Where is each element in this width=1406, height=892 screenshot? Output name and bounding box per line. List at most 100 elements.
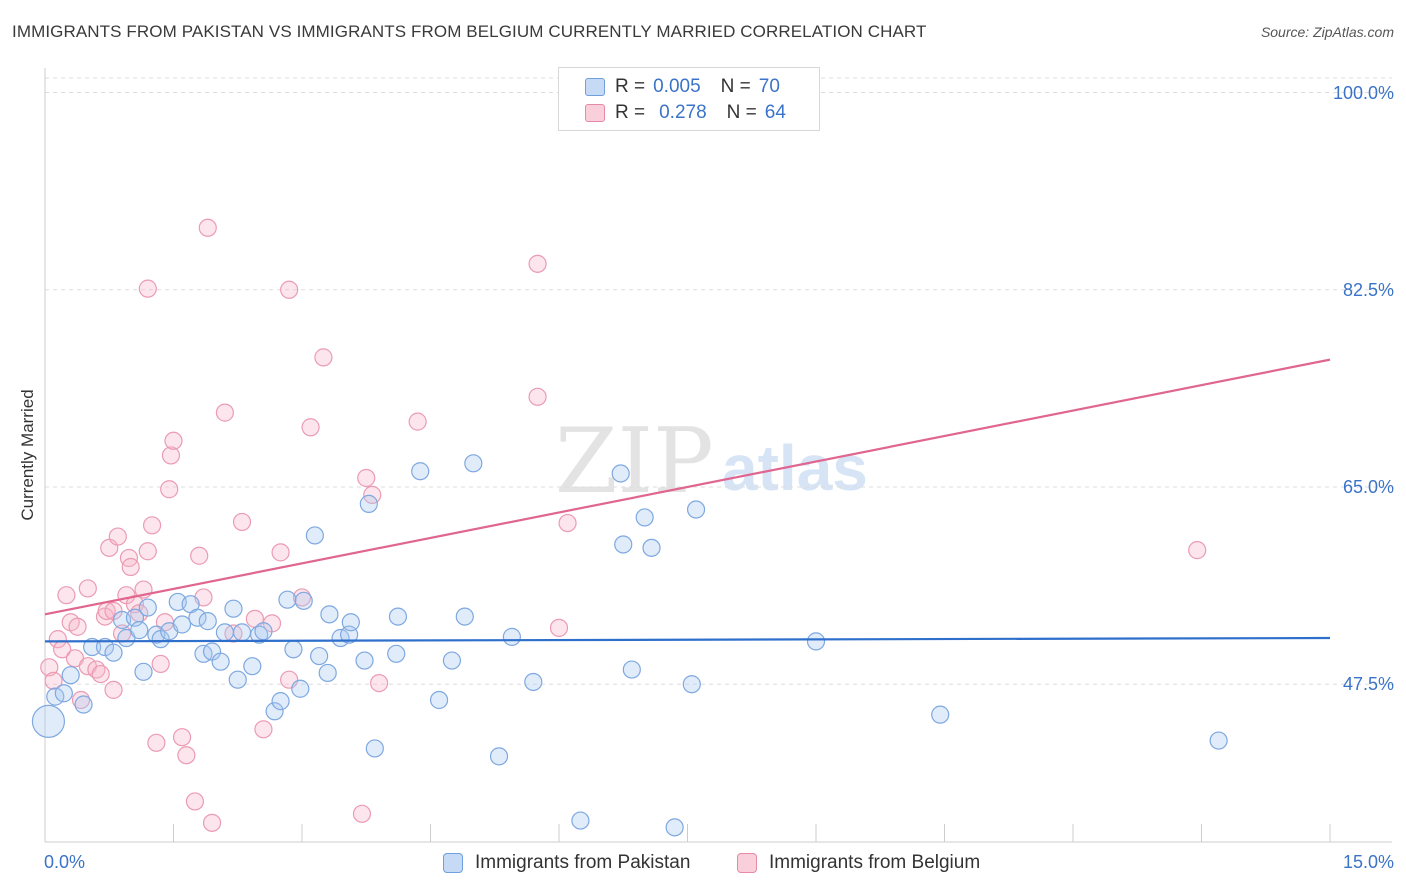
belgium-point bbox=[314, 348, 333, 367]
x-axis-max-label: 15.0% bbox=[1342, 852, 1394, 872]
belgium-point bbox=[198, 218, 217, 237]
belgium-point bbox=[301, 418, 320, 437]
pakistan-point bbox=[341, 613, 360, 632]
pakistan-point bbox=[83, 637, 102, 657]
n-label: N = bbox=[720, 76, 751, 97]
belgium-point bbox=[549, 618, 569, 637]
pakistan-point bbox=[138, 598, 157, 617]
belgium-point bbox=[40, 658, 59, 677]
pakistan-point bbox=[228, 670, 247, 689]
pakistan-point bbox=[429, 690, 449, 710]
pakistan-point bbox=[215, 623, 234, 642]
pakistan-point bbox=[614, 535, 633, 554]
belgium-r-value: 0.278 bbox=[659, 102, 707, 123]
pakistan-point bbox=[571, 811, 590, 830]
pakistan-point bbox=[104, 643, 123, 662]
pakistan-point bbox=[232, 623, 252, 642]
pakistan-point bbox=[254, 622, 273, 641]
belgium-point bbox=[271, 543, 290, 562]
pakistan-point bbox=[172, 615, 192, 634]
pakistan-point bbox=[455, 607, 474, 626]
belgium-point bbox=[352, 804, 372, 823]
y-tick-label: 100.0% bbox=[1332, 82, 1394, 103]
pakistan-swatch bbox=[585, 78, 605, 96]
pakistan-point bbox=[665, 818, 684, 837]
belgium-point bbox=[370, 673, 389, 693]
belgium-point bbox=[147, 733, 166, 752]
belgium-point bbox=[91, 664, 110, 684]
belgium-point bbox=[160, 480, 179, 499]
legend-row-belgium: R = 0.278 N = 64 bbox=[585, 102, 786, 124]
pakistan-point bbox=[442, 651, 462, 670]
belgium-trend-line bbox=[44, 358, 1331, 616]
pakistan-point bbox=[642, 538, 661, 557]
belgium-point bbox=[172, 728, 192, 747]
belgium-point bbox=[528, 387, 547, 406]
pakistan-point bbox=[806, 632, 826, 651]
source-credit: Source: ZipAtlas.com bbox=[1260, 24, 1394, 40]
belgium-point bbox=[202, 813, 222, 832]
y-tick-label: 82.5% bbox=[1342, 279, 1394, 300]
belgium-point bbox=[215, 403, 234, 422]
correlation-legend: R = 0.005 N = 70 R = 0.278 N = 64 bbox=[558, 67, 820, 131]
series-legend: Immigrants from Pakistan Immigrants from… bbox=[0, 852, 1406, 878]
belgium-point bbox=[408, 412, 427, 431]
pakistan-point bbox=[388, 607, 408, 626]
pakistan-point bbox=[682, 675, 701, 694]
belgium-point bbox=[121, 557, 140, 577]
pakistan-point bbox=[61, 666, 80, 685]
pakistan-point bbox=[355, 651, 374, 670]
belgium-point bbox=[142, 516, 162, 535]
pakistan-point bbox=[243, 657, 262, 676]
belgium-point bbox=[558, 513, 577, 533]
pakistan-point bbox=[188, 608, 207, 627]
r-label: R = bbox=[615, 102, 646, 123]
belgium-point bbox=[254, 720, 273, 739]
pakistan-point bbox=[294, 591, 313, 610]
pakistan-point bbox=[622, 660, 641, 679]
pakistan-n-value: 70 bbox=[758, 76, 780, 97]
pakistan-point bbox=[31, 704, 66, 739]
chart-title: IMMIGRANTS FROM PAKISTAN VS IMMIGRANTS F… bbox=[12, 22, 927, 41]
pakistan-point bbox=[635, 508, 654, 527]
legend-row-pakistan: R = 0.005 N = 70 bbox=[585, 76, 780, 98]
belgium-n-value: 64 bbox=[764, 102, 786, 123]
belgium-point bbox=[108, 527, 127, 546]
gridlines bbox=[45, 77, 1392, 685]
y-tick-label: 65.0% bbox=[1342, 476, 1394, 497]
belgium-swatch bbox=[585, 104, 605, 122]
pakistan-point bbox=[464, 454, 483, 473]
legend-item-belgium: Immigrants from Belgium bbox=[737, 852, 980, 874]
pakistan-point bbox=[387, 644, 406, 663]
belgium-point bbox=[48, 630, 67, 649]
belgium-point bbox=[151, 654, 170, 674]
belgium-point bbox=[44, 671, 63, 690]
pakistan-point bbox=[1209, 731, 1228, 750]
belgium-point bbox=[57, 586, 76, 605]
y-tick-label: 47.5% bbox=[1342, 674, 1394, 695]
belgium-point bbox=[164, 431, 183, 450]
pakistan-point bbox=[611, 464, 630, 483]
belgium-point bbox=[138, 279, 157, 298]
belgium-point bbox=[161, 446, 181, 465]
pakistan-point bbox=[502, 627, 521, 646]
pakistan-point bbox=[265, 702, 284, 721]
pakistan-point bbox=[271, 692, 290, 711]
belgium-point bbox=[528, 254, 547, 273]
pakistan-r-value: 0.005 bbox=[653, 76, 701, 97]
pakistan-point bbox=[320, 605, 339, 624]
series-pakistan bbox=[31, 454, 1228, 837]
pakistan-point bbox=[318, 663, 337, 683]
pakistan-point bbox=[198, 612, 217, 631]
legend-item-pakistan: Immigrants from Pakistan bbox=[443, 852, 690, 874]
pakistan-point bbox=[134, 662, 153, 681]
pakistan-point bbox=[489, 747, 509, 766]
pakistan-point bbox=[211, 652, 230, 671]
trend-lines bbox=[44, 358, 1331, 643]
belgium-point bbox=[1188, 541, 1207, 560]
pakistan-trend-line bbox=[44, 636, 1331, 643]
pakistan-point bbox=[686, 500, 706, 519]
pakistan-point bbox=[291, 679, 310, 698]
axes bbox=[44, 68, 1392, 843]
pakistan-point bbox=[310, 646, 329, 666]
